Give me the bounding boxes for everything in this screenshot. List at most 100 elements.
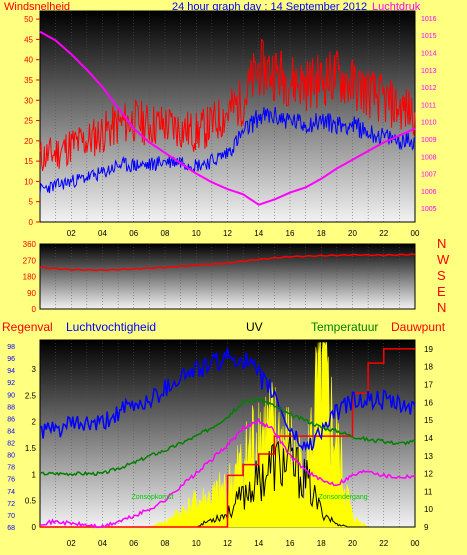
temperature-axis-tick: 16 <box>424 398 433 407</box>
humidity-axis-tick: 74 <box>7 489 15 496</box>
pressure-series <box>39 30 416 206</box>
x-tick-label: 20 <box>348 539 357 548</box>
humidity-axis-tick: 92 <box>7 380 15 387</box>
compass-label: E <box>437 284 446 299</box>
humidity-axis-tick: 86 <box>7 416 15 423</box>
humidity-axis-tick: 88 <box>7 404 15 411</box>
pressure-axis-tick: 1009 <box>421 137 437 144</box>
humidity-label: Luchtvochtigheid <box>66 320 157 334</box>
humidity-axis-tick: 90 <box>7 392 15 399</box>
wind-axis-tick: 25 <box>24 117 33 126</box>
temperature-axis-tick: 13 <box>424 452 433 461</box>
humidity-axis-tick: 72 <box>7 501 15 508</box>
pressure-axis-tick: 1008 <box>421 154 437 161</box>
temperature-axis-tick: 11 <box>424 487 433 496</box>
x-tick-label: 10 <box>192 539 201 548</box>
compass-label: N <box>437 236 446 251</box>
direction-axis-tick: 0 <box>32 305 37 314</box>
x-tick-label: 00 <box>411 229 420 238</box>
temperature-label: Temperatuur <box>311 320 379 334</box>
compass-label: S <box>437 268 446 283</box>
x-tick-label: 20 <box>348 229 357 238</box>
rain-label: Regenval <box>2 320 53 334</box>
humidity-axis-tick: 96 <box>7 356 15 363</box>
wind-axis-tick: 45 <box>24 35 33 44</box>
x-tick-label: 16 <box>286 229 295 238</box>
x-tick-label: 18 <box>317 539 326 548</box>
x-tick-label: 22 <box>379 229 388 238</box>
temperature-axis-tick: 15 <box>424 416 433 425</box>
temperature-axis-tick: 18 <box>424 363 433 372</box>
direction-axis-tick: 180 <box>23 273 37 282</box>
pressure-axis-tick: 1014 <box>421 51 437 58</box>
pressure-axis-tick: 1011 <box>421 102 436 109</box>
direction-axis-tick: 360 <box>23 240 37 249</box>
wind-axis-tick: 20 <box>24 137 33 146</box>
uv-axis-tick: 3 <box>32 365 37 374</box>
dewpoint-series <box>39 417 416 529</box>
uv-label: UV <box>246 320 263 334</box>
uv-axis-tick: 1.5 <box>25 444 37 453</box>
wind-axis-tick: 10 <box>24 177 33 186</box>
humidity-axis-tick: 82 <box>7 441 15 448</box>
wind-axis-tick: 30 <box>24 96 33 105</box>
temperature-axis-tick: 14 <box>424 434 433 443</box>
direction-axis-tick: 270 <box>23 256 37 265</box>
pressure-axis-tick: 1015 <box>421 33 437 40</box>
pressure-axis-tick: 1012 <box>421 85 437 92</box>
x-tick-label: 08 <box>161 539 170 548</box>
x-tick-label: 12 <box>223 229 232 238</box>
wind-axis-tick: 5 <box>29 198 34 207</box>
wind-axis-tick: 50 <box>24 15 33 24</box>
wind-direction-series <box>39 253 416 272</box>
temperature-axis-tick: 9 <box>424 523 429 532</box>
uv-axis-tick: 1 <box>32 470 37 479</box>
x-tick-label: 06 <box>129 539 138 548</box>
temperature-axis-tick: 10 <box>424 505 433 514</box>
chart-title: 24 hour graph day : 14 September 2012 <box>172 1 368 13</box>
x-tick-label: 22 <box>379 539 388 548</box>
x-tick-label: 04 <box>98 229 107 238</box>
temperature-series <box>39 396 416 477</box>
humidity-axis-tick: 80 <box>7 453 15 460</box>
wind-average-series <box>39 107 416 195</box>
pressure-axis-tick: 1013 <box>421 68 437 75</box>
x-tick-label: 14 <box>254 539 263 548</box>
temperature-axis-tick: 12 <box>424 470 433 479</box>
x-tick-label: 02 <box>67 229 76 238</box>
direction-axis-tick: 90 <box>27 289 36 298</box>
pressure-label: Luchtdruk <box>372 1 421 13</box>
wind-axis-tick: 15 <box>24 157 33 166</box>
uv-axis-tick: 2.5 <box>25 391 37 400</box>
x-tick-label: 04 <box>98 539 107 548</box>
pressure-axis-tick: 1016 <box>421 16 437 23</box>
wind-axis-tick: 35 <box>24 76 33 85</box>
x-tick-label: 12 <box>223 539 232 548</box>
x-tick-label: 08 <box>161 229 170 238</box>
humidity-axis-tick: 84 <box>7 428 15 435</box>
humidity-axis-tick: 70 <box>7 513 15 520</box>
temperature-axis-tick: 17 <box>424 381 433 390</box>
humidity-axis-tick: 94 <box>7 368 15 375</box>
wind-axis-tick: 0 <box>29 218 34 227</box>
uv-axis-tick: 2 <box>32 418 37 427</box>
x-tick-label: 10 <box>192 229 201 238</box>
humidity-axis-tick: 76 <box>7 477 15 484</box>
wind-axis-tick: 40 <box>24 56 33 65</box>
wind-speed-series <box>39 39 416 171</box>
pressure-axis-tick: 1005 <box>421 206 437 213</box>
compass-label: W <box>437 252 450 267</box>
humidity-axis-tick: 68 <box>7 525 15 532</box>
x-tick-label: 02 <box>67 539 76 548</box>
uv-axis-tick: 0.5 <box>25 497 37 506</box>
humidity-axis-tick: 78 <box>7 465 15 472</box>
sunset-annotation: Zonsondergang <box>319 494 368 501</box>
sunrise-annotation: Zonsopkomst <box>131 494 173 501</box>
x-tick-label: 16 <box>286 539 295 548</box>
humidity-axis-tick: 98 <box>7 344 15 351</box>
wind-speed-label: Windsnelheid <box>4 1 71 13</box>
uv-axis-tick: 0 <box>32 523 37 532</box>
rain-series <box>40 348 415 528</box>
x-tick-label: 00 <box>411 539 420 548</box>
